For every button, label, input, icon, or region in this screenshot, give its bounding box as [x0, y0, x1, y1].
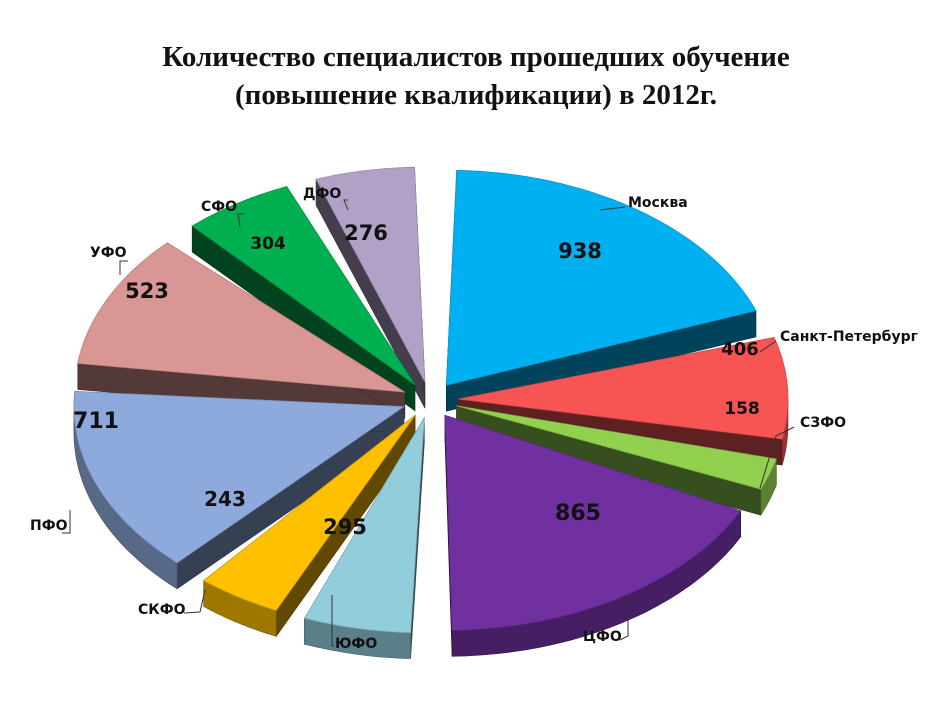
pie-slice [303, 416, 425, 659]
pie-slice-top [456, 405, 777, 490]
category-label: ЮФО [335, 636, 377, 652]
chart-title: Количество специалистов прошедших обучен… [0, 38, 952, 114]
leader-line [183, 589, 206, 614]
leader-line [237, 213, 244, 228]
pie-slice [444, 414, 742, 657]
data-label: 276 [344, 221, 388, 245]
data-label: 304 [250, 234, 286, 254]
pie-slice [456, 405, 777, 517]
data-label: 158 [724, 399, 760, 419]
pie-slice-top [445, 169, 757, 386]
data-label: 865 [555, 501, 601, 526]
leader-line [599, 206, 626, 211]
data-label: 243 [204, 487, 246, 511]
data-label: 406 [721, 339, 759, 360]
pie-slice-top [77, 242, 406, 393]
category-label: ПФО [30, 518, 68, 534]
pie-slice [202, 414, 416, 638]
leader-line [62, 510, 71, 534]
leader-line [759, 340, 777, 353]
pie-slice-top [444, 414, 742, 631]
leader-line [331, 595, 334, 647]
leader-line [759, 426, 795, 489]
pie-slice [77, 242, 406, 419]
category-label: СФО [201, 199, 237, 215]
pie-slice-top [303, 417, 425, 634]
pie-slice [73, 390, 406, 590]
category-label: СЗФО [800, 415, 846, 431]
category-label: СКФО [138, 602, 186, 618]
pie-slice-top [315, 166, 426, 383]
category-label: ДФО [303, 186, 341, 202]
pie-slice [315, 166, 426, 409]
data-label: 711 [73, 409, 119, 434]
pie-slice-top [73, 390, 406, 564]
data-label: 295 [323, 515, 367, 539]
data-label: 523 [125, 279, 169, 303]
category-label: ЦФО [583, 629, 622, 645]
leader-line [619, 600, 629, 641]
pie-slice-top [202, 415, 416, 611]
leader-line [119, 260, 128, 275]
pie-slice-top [191, 186, 416, 386]
data-label: 938 [558, 239, 602, 263]
chart-title-line-1: Количество специалистов прошедших обучен… [162, 41, 790, 73]
chart-title-line-2: (повышение квалификации) в 2012г. [234, 79, 718, 111]
pie-slice-top [457, 337, 789, 440]
category-label: УФО [90, 245, 127, 261]
leader-line [343, 199, 349, 211]
category-label: Москва [628, 195, 688, 211]
category-label: Санкт-Петербург [780, 329, 918, 345]
